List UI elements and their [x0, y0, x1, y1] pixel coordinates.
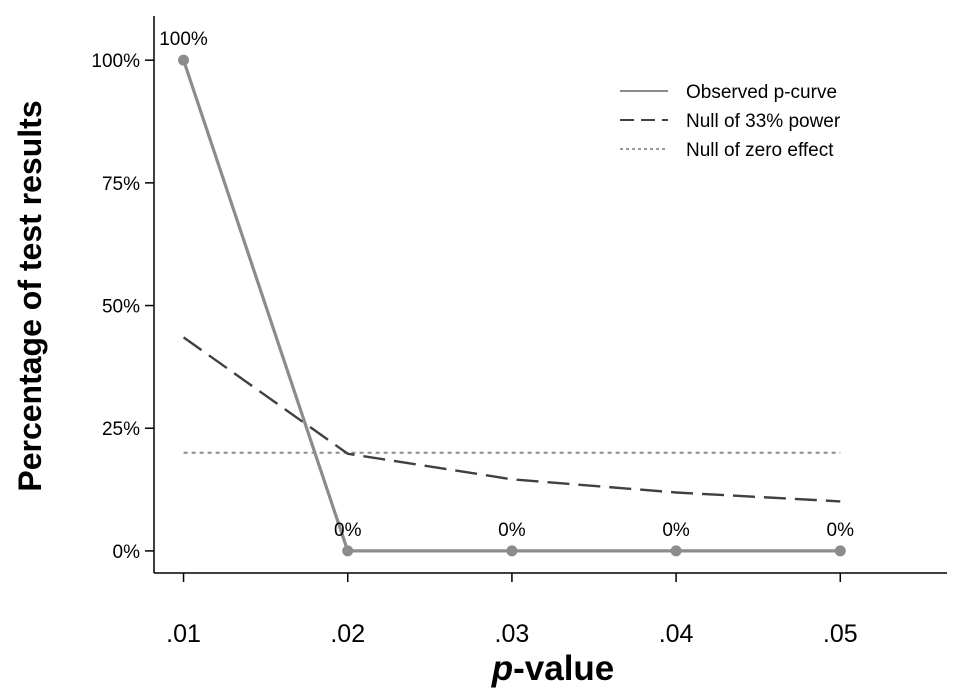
axes — [153, 16, 947, 574]
data-point-label: 0% — [334, 520, 362, 541]
x-axis-title-italic: p — [491, 649, 513, 688]
data-point — [178, 54, 190, 66]
legend: Observed p-curve Null of 33% power Null of… — [620, 82, 841, 161]
x-tick-label: .01 — [166, 620, 201, 648]
series-line-solid — [182, 59, 841, 553]
y-tick-label: 25% — [102, 419, 140, 440]
data-point-label: 0% — [662, 520, 690, 541]
x-tick-label: .04 — [659, 620, 694, 648]
series-line-dashed — [182, 336, 841, 503]
x-tick-label: .03 — [495, 620, 530, 648]
data-point — [506, 545, 518, 557]
x-axis-ticks: .01 .02 .03 .04 .05 — [166, 573, 858, 648]
data-point — [834, 545, 846, 557]
data-point-label: 0% — [827, 520, 855, 541]
x-axis-title: p-value — [491, 649, 615, 688]
legend-label: Observed p-curve — [686, 82, 837, 103]
legend-label: Null of 33% power — [686, 111, 841, 132]
y-axis-ticks: 0% 25% 50% 75% 100% — [91, 51, 154, 563]
data-point — [670, 545, 682, 557]
data-point-label: 0% — [498, 520, 526, 541]
x-axis-title-rest: -value — [513, 649, 614, 688]
data-points — [178, 54, 846, 557]
data-labels: 100% 0% 0% 0% 0% — [159, 29, 854, 541]
x-tick-label: .02 — [330, 620, 365, 648]
data-point-label: 100% — [159, 29, 208, 50]
series-lines — [182, 59, 841, 553]
y-tick-label: 75% — [102, 174, 140, 195]
y-tick-label: 100% — [91, 51, 140, 72]
y-tick-label: 50% — [102, 297, 140, 318]
data-point — [342, 545, 354, 557]
legend-label: Null of zero effect — [686, 140, 834, 161]
y-axis-title: Percentage of test results — [12, 100, 48, 491]
x-tick-label: .05 — [823, 620, 858, 648]
y-tick-label: 0% — [113, 542, 141, 563]
